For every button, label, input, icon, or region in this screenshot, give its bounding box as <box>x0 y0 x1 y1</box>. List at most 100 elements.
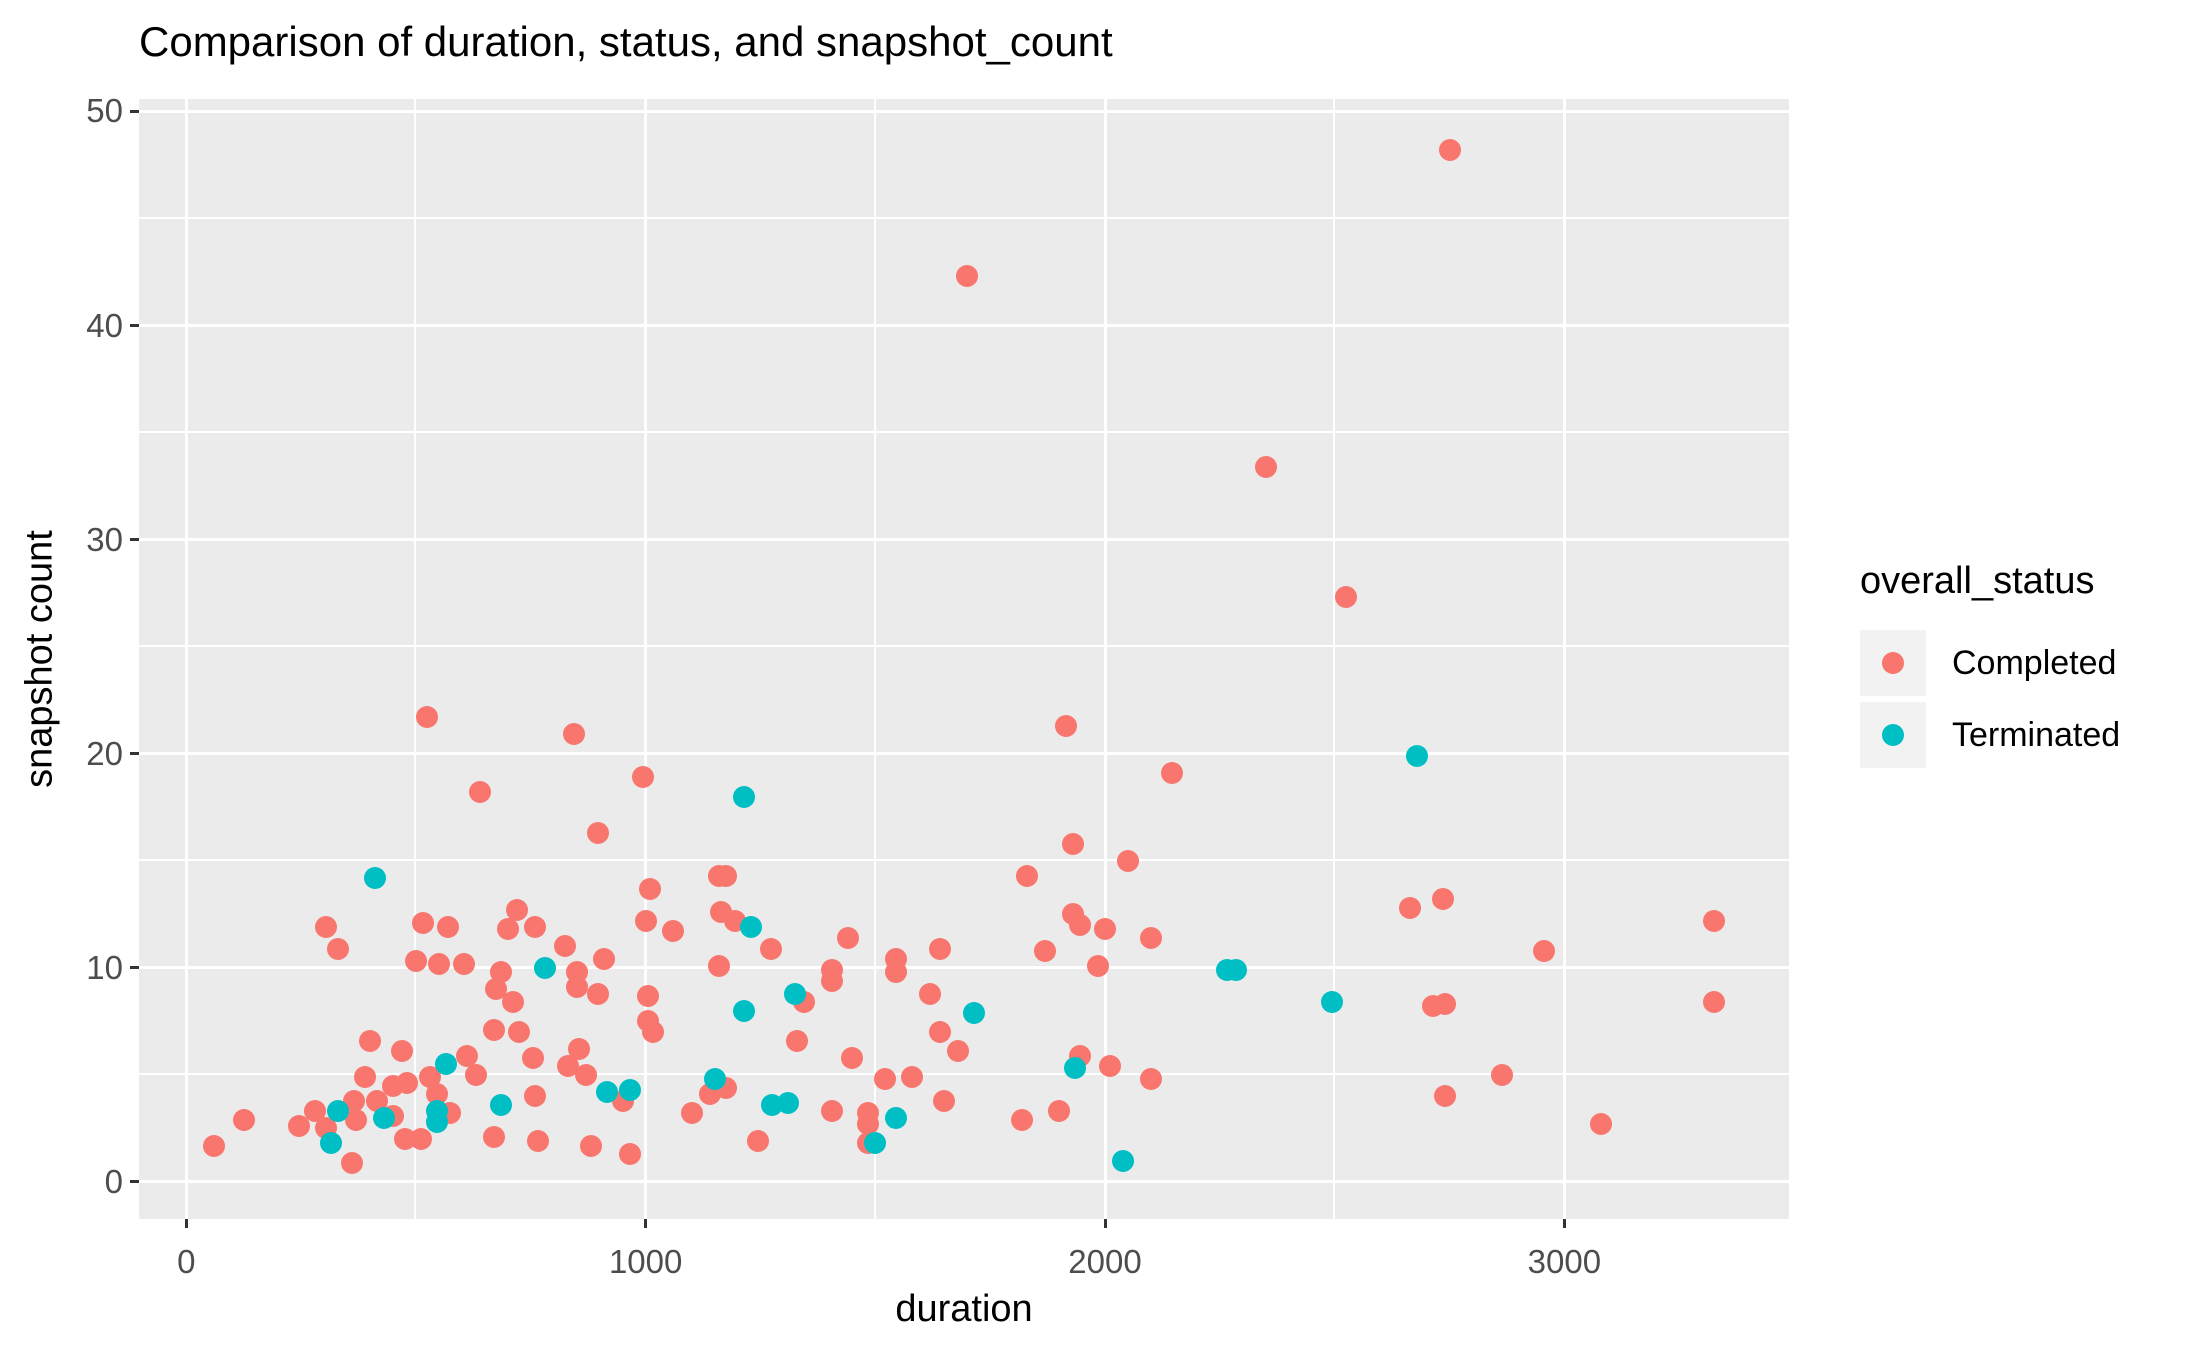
data-point-completed[interactable] <box>395 1072 418 1095</box>
data-point-completed[interactable] <box>483 1125 506 1148</box>
data-point-terminated[interactable] <box>703 1068 726 1091</box>
data-point-terminated[interactable] <box>1064 1057 1087 1080</box>
data-point-completed[interactable] <box>404 950 427 973</box>
data-point-completed[interactable] <box>641 1021 664 1044</box>
data-point-terminated[interactable] <box>864 1132 887 1155</box>
data-point-completed[interactable] <box>565 961 588 984</box>
data-point-completed[interactable] <box>427 952 450 975</box>
data-point-completed[interactable] <box>928 1021 951 1044</box>
data-point-completed[interactable] <box>483 1018 506 1041</box>
data-point-completed[interactable] <box>1335 586 1358 609</box>
data-point-terminated[interactable] <box>372 1106 395 1129</box>
data-point-completed[interactable] <box>1254 455 1277 478</box>
data-point-completed[interactable] <box>1160 762 1183 784</box>
data-point-completed[interactable] <box>437 916 460 939</box>
data-point-completed[interactable] <box>933 1089 956 1112</box>
data-point-completed[interactable] <box>885 948 907 971</box>
data-point-completed[interactable] <box>502 991 525 1014</box>
data-point-completed[interactable] <box>1087 954 1110 977</box>
data-point-completed[interactable] <box>315 916 338 939</box>
data-point-completed[interactable] <box>469 781 492 804</box>
data-point-completed[interactable] <box>1068 914 1091 937</box>
data-point-completed[interactable] <box>820 958 843 981</box>
data-point-completed[interactable] <box>568 1038 591 1061</box>
data-point-completed[interactable] <box>524 1085 547 1108</box>
data-point-completed[interactable] <box>326 937 349 960</box>
data-point-completed[interactable] <box>856 1102 879 1125</box>
data-point-completed[interactable] <box>662 920 685 943</box>
data-point-completed[interactable] <box>947 1040 970 1063</box>
data-point-completed[interactable] <box>485 978 508 1001</box>
data-point-completed[interactable] <box>786 1029 809 1052</box>
data-point-completed[interactable] <box>1139 1068 1162 1091</box>
data-point-terminated[interactable] <box>733 785 756 808</box>
data-point-terminated[interactable] <box>425 1100 448 1123</box>
data-point-completed[interactable] <box>453 952 476 975</box>
data-point-completed[interactable] <box>1399 896 1422 919</box>
data-point-terminated[interactable] <box>1224 958 1247 981</box>
data-point-completed[interactable] <box>680 1102 703 1125</box>
data-point-completed[interactable] <box>1098 1055 1121 1078</box>
data-point-completed[interactable] <box>1431 888 1454 911</box>
data-point-terminated[interactable] <box>885 1106 907 1129</box>
data-point-completed[interactable] <box>1015 864 1038 887</box>
data-point-terminated[interactable] <box>434 1053 457 1076</box>
data-point-completed[interactable] <box>579 1134 602 1157</box>
data-point-completed[interactable] <box>202 1134 225 1157</box>
data-point-completed[interactable] <box>425 1083 448 1106</box>
data-point-completed[interactable] <box>365 1089 388 1112</box>
data-point-completed[interactable] <box>632 766 655 789</box>
data-point-terminated[interactable] <box>963 1001 986 1024</box>
data-point-completed[interactable] <box>411 911 434 934</box>
data-point-completed[interactable] <box>554 935 577 958</box>
data-point-completed[interactable] <box>556 1055 579 1078</box>
data-point-completed[interactable] <box>873 1068 896 1091</box>
data-point-terminated[interactable] <box>783 982 806 1005</box>
data-point-completed[interactable] <box>841 1046 864 1069</box>
data-point-completed[interactable] <box>342 1089 365 1112</box>
data-point-completed[interactable] <box>836 926 859 949</box>
data-point-completed[interactable] <box>593 948 616 971</box>
data-point-completed[interactable] <box>1433 1085 1456 1108</box>
data-point-completed[interactable] <box>354 1066 377 1089</box>
data-point-completed[interactable] <box>715 864 738 887</box>
data-point-completed[interactable] <box>901 1066 924 1089</box>
data-point-completed[interactable] <box>1702 909 1725 932</box>
data-point-completed[interactable] <box>418 1066 441 1089</box>
data-point-terminated[interactable] <box>533 956 556 979</box>
data-point-terminated[interactable] <box>740 916 763 939</box>
data-point-completed[interactable] <box>522 1046 545 1069</box>
data-point-terminated[interactable] <box>1406 744 1429 767</box>
data-point-completed[interactable] <box>1116 849 1139 872</box>
data-point-completed[interactable] <box>345 1108 368 1131</box>
data-point-completed[interactable] <box>1061 832 1084 855</box>
data-point-completed[interactable] <box>496 918 519 941</box>
data-point-completed[interactable] <box>391 1040 414 1063</box>
data-point-completed[interactable] <box>232 1108 255 1131</box>
data-point-completed[interactable] <box>747 1130 770 1153</box>
data-point-completed[interactable] <box>1532 939 1555 962</box>
data-point-completed[interactable] <box>303 1100 326 1123</box>
data-point-completed[interactable] <box>639 877 662 900</box>
data-point-terminated[interactable] <box>489 1093 512 1116</box>
data-point-completed[interactable] <box>524 916 547 939</box>
data-point-completed[interactable] <box>1054 714 1077 737</box>
data-point-terminated[interactable] <box>320 1132 342 1155</box>
data-point-completed[interactable] <box>340 1151 363 1174</box>
data-point-completed[interactable] <box>956 265 979 288</box>
data-point-completed[interactable] <box>1702 991 1725 1014</box>
data-point-completed[interactable] <box>618 1143 641 1166</box>
data-point-completed[interactable] <box>1590 1113 1613 1136</box>
data-point-completed[interactable] <box>1438 138 1461 161</box>
data-point-completed[interactable] <box>1491 1063 1514 1086</box>
data-point-terminated[interactable] <box>1112 1149 1135 1172</box>
data-point-terminated[interactable] <box>733 999 756 1022</box>
data-point-completed[interactable] <box>708 954 731 977</box>
data-point-completed[interactable] <box>526 1130 549 1153</box>
data-point-completed[interactable] <box>455 1044 478 1067</box>
data-point-completed[interactable] <box>587 821 610 844</box>
data-point-terminated[interactable] <box>326 1100 349 1123</box>
data-point-completed[interactable] <box>820 1100 843 1123</box>
data-point-completed[interactable] <box>506 899 529 922</box>
data-point-completed[interactable] <box>1011 1108 1034 1131</box>
